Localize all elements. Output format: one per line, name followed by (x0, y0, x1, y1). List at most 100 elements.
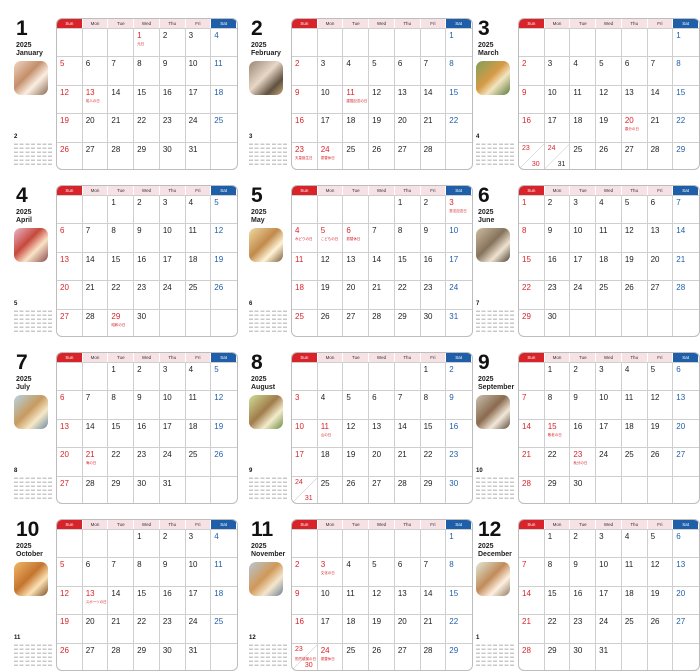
day-cell[interactable]: 9 (134, 223, 160, 252)
day-cell[interactable]: 2 (292, 557, 318, 586)
day-cell[interactable]: 26 (343, 475, 370, 503)
day-cell[interactable]: 10 (570, 223, 597, 252)
day-cell[interactable]: 16 (544, 251, 571, 281)
day-cell[interactable]: 10 (159, 390, 186, 419)
day-cell[interactable]: 4 (570, 56, 597, 85)
day-cell[interactable]: 31 (596, 642, 622, 670)
day-cell[interactable]: 1 (446, 529, 472, 557)
day-cell[interactable]: 3 (544, 56, 571, 85)
day-cell[interactable]: 29 (108, 475, 135, 503)
day-cell[interactable]: 27 (343, 308, 370, 336)
day-cell[interactable]: 26 (369, 141, 395, 169)
day-cell[interactable]: 18 (570, 113, 597, 142)
day-cell[interactable]: 27 (673, 614, 699, 642)
day-cell[interactable]: 18 (621, 418, 648, 448)
day-cell[interactable]: 20 (82, 614, 109, 643)
day-cell[interactable]: 6 (394, 56, 421, 85)
day-cell[interactable]: 27 (647, 280, 674, 309)
day-cell[interactable]: 25 (596, 280, 622, 309)
day-cell[interactable]: 28 (673, 280, 699, 308)
day-cell[interactable]: 21 (82, 280, 109, 309)
day-cell[interactable]: 10 (185, 56, 212, 85)
day-cell[interactable]: 3 (570, 195, 597, 224)
day-cell[interactable]: 8 (394, 223, 421, 252)
day-cell[interactable]: 22 (446, 614, 472, 642)
day-cell[interactable]: 5 (343, 390, 370, 419)
day-cell[interactable]: 2 (134, 362, 160, 391)
day-cell[interactable]: 19 (647, 418, 674, 448)
day-cell[interactable]: 2 (446, 362, 472, 390)
day-cell[interactable]: 4 (621, 362, 648, 391)
day-cell[interactable]: 26 (369, 642, 395, 670)
day-cell[interactable]: 3 (159, 362, 186, 391)
day-cell[interactable]: 7 (673, 195, 699, 223)
day-cell[interactable]: 3 (596, 362, 622, 391)
day-cell[interactable]: 29 (134, 642, 160, 670)
day-cell[interactable]: 8 (519, 223, 545, 252)
day-cell[interactable]: 24 (185, 113, 212, 142)
day-cell[interactable]: 19 (57, 113, 83, 142)
day-cell[interactable]: 29 (673, 141, 699, 169)
day-cell[interactable]: 16 (446, 418, 472, 447)
day-cell[interactable]: 21 (673, 251, 699, 280)
day-cell[interactable]: 28 (420, 141, 447, 169)
day-cell[interactable]: 12 (596, 84, 622, 114)
day-cell[interactable]: 8 (446, 557, 472, 585)
day-cell[interactable]: 5 (57, 56, 83, 85)
day-cell[interactable]: 22 (544, 614, 571, 643)
day-cell[interactable]: 5 (369, 56, 395, 85)
day-cell[interactable]: 3 憲法記念日 (446, 195, 472, 223)
day-cell[interactable]: 5 (211, 195, 237, 223)
day-cell[interactable]: 14 (420, 84, 447, 114)
day-cell[interactable]: 26 (211, 280, 237, 308)
day-cell[interactable]: 14 (394, 418, 421, 448)
day-cell[interactable]: 20 (673, 585, 699, 614)
day-cell[interactable]: 24 (446, 280, 472, 308)
day-cell[interactable]: 17 (570, 251, 597, 281)
day-cell[interactable]: 28 (369, 308, 395, 336)
day-cell[interactable]: 19 (596, 113, 622, 142)
day-cell[interactable]: 17 (159, 251, 186, 281)
day-cell[interactable]: 15 (446, 84, 472, 113)
day-cell[interactable]: 15 (544, 585, 571, 615)
day-cell[interactable]: 26 (621, 280, 648, 309)
day-cell[interactable]: 19 (211, 251, 237, 280)
day-cell[interactable]: 30 (159, 141, 186, 169)
day-cell[interactable]: 29 (134, 141, 160, 169)
day-cell[interactable]: 22 (134, 614, 160, 643)
day-cell[interactable]: 4 (343, 557, 370, 586)
day-cell[interactable]: 25 (621, 614, 648, 643)
day-cell[interactable]: 14 (369, 251, 395, 281)
day-cell[interactable]: 30 (420, 308, 447, 336)
day-cell[interactable]: 23 (420, 280, 447, 309)
day-cell[interactable]: 6 (82, 557, 109, 586)
day-cell[interactable]: 2 (292, 56, 318, 85)
day-cell[interactable]: 24 (185, 614, 212, 643)
day-cell[interactable]: 24 31 (544, 141, 571, 169)
day-cell[interactable]: 20 春分の日 (621, 113, 648, 142)
day-cell[interactable]: 14 (519, 418, 545, 448)
day-cell[interactable]: 18 (292, 280, 318, 309)
day-cell[interactable]: 15 (134, 84, 160, 114)
day-cell[interactable]: 1 (519, 195, 545, 224)
day-cell[interactable]: 9 (446, 390, 472, 418)
day-cell[interactable]: 19 (343, 447, 370, 476)
day-cell[interactable]: 25 (185, 447, 212, 476)
day-cell[interactable]: 11 (621, 557, 648, 586)
day-cell[interactable]: 16 (519, 113, 545, 142)
day-cell[interactable]: 23 (134, 280, 160, 309)
day-cell[interactable]: 12 (647, 557, 674, 586)
day-cell[interactable]: 3 文化の日 (317, 557, 344, 586)
day-cell[interactable]: 6 (57, 390, 83, 419)
day-cell[interactable]: 30 (570, 475, 597, 503)
day-cell[interactable]: 20 (82, 113, 109, 142)
day-cell[interactable]: 27 (57, 475, 83, 503)
day-cell[interactable]: 19 (211, 418, 237, 447)
day-cell[interactable]: 10 (317, 84, 344, 114)
day-cell[interactable]: 28 (82, 475, 109, 503)
day-cell[interactable]: 31 (185, 642, 212, 670)
day-cell[interactable]: 23 (446, 447, 472, 475)
day-cell[interactable]: 18 (185, 418, 212, 448)
day-cell[interactable]: 9 (544, 223, 571, 252)
day-cell[interactable]: 22 (108, 280, 135, 309)
